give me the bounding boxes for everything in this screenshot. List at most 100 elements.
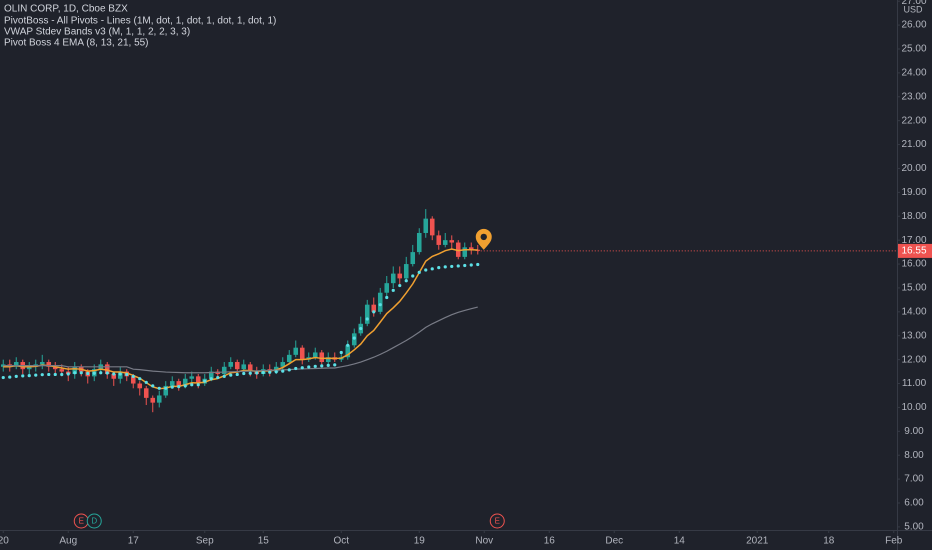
vwap-dot	[125, 372, 129, 377]
vwap-dot	[47, 372, 51, 377]
x-tick-label: Nov	[475, 536, 493, 547]
vwap-dot	[307, 365, 311, 369]
vwap-dot	[92, 371, 96, 375]
x-tick-label: 19	[414, 536, 426, 547]
candle-body	[325, 357, 331, 363]
vwap-dot	[53, 372, 57, 377]
candle-body	[312, 352, 318, 358]
candle-body	[429, 218, 435, 236]
vwap-dot	[34, 373, 38, 377]
ema-line	[3, 306, 478, 374]
y-tick-label: 24.00	[901, 68, 926, 79]
candle-body	[137, 383, 143, 389]
candle-body	[52, 366, 58, 370]
vwap-dot	[209, 377, 213, 381]
indicator-label: Pivot Boss 4 EMA (8, 13, 21, 55)	[4, 37, 149, 48]
event-label: E	[79, 517, 84, 526]
vwap-dot	[359, 326, 363, 331]
vwap-dot	[40, 373, 44, 377]
candle-body	[423, 218, 429, 233]
plot-area	[0, 209, 481, 413]
candle-body	[286, 354, 292, 363]
vwap-dot	[27, 374, 31, 378]
y-tick-label: 5.00	[904, 522, 924, 533]
candle-body	[208, 371, 214, 379]
vwap-dot	[430, 267, 434, 271]
vwap-dot	[476, 262, 480, 267]
candle-body	[156, 395, 162, 403]
y-tick-label: 17.00	[901, 235, 926, 246]
vwap-dot	[235, 372, 239, 377]
y-tick-label: 27.00	[901, 0, 926, 7]
event-label: D	[91, 517, 97, 526]
vwap-dot	[339, 350, 343, 355]
vwap-dot	[456, 264, 460, 268]
y-tick-label: 18.00	[901, 211, 926, 222]
vwap-dot	[378, 303, 382, 307]
vwap-dot	[391, 288, 395, 292]
candle-body	[104, 364, 110, 374]
candle-body	[150, 397, 156, 403]
vwap-dot	[300, 366, 304, 370]
y-tick-label: 20.00	[901, 163, 926, 174]
vwap-dot	[346, 343, 350, 347]
candle-body	[293, 347, 299, 355]
vwap-dot	[398, 283, 402, 288]
candle-body	[39, 362, 45, 365]
vwap-dot	[216, 375, 220, 380]
vwap-dot	[8, 375, 12, 379]
vwap-dot	[417, 270, 421, 275]
vwap-dot	[79, 371, 83, 375]
y-tick-label: 13.00	[901, 330, 926, 341]
x-tick-label: 14	[674, 536, 686, 547]
candle-body	[462, 247, 468, 257]
vwap-dot	[164, 386, 168, 390]
vwap-dot	[294, 366, 298, 371]
candle-body	[345, 345, 351, 358]
y-tick-label: 22.00	[901, 115, 926, 126]
pin-marker	[475, 228, 492, 250]
candle-body	[390, 273, 396, 284]
vwap-dot	[287, 368, 291, 372]
y-tick-label: 8.00	[904, 450, 924, 461]
candle-body	[319, 352, 325, 363]
candle-body	[26, 366, 32, 370]
candle-body	[234, 362, 240, 370]
vwap-dot	[248, 371, 252, 375]
vwap-dot	[313, 364, 317, 368]
vwap-dot	[229, 373, 233, 377]
candle-body	[195, 376, 201, 384]
indicator-label: VWAP Stdev Bands v3 (M, 1, 1, 2, 2, 3, 3…	[4, 26, 190, 37]
candle-body	[247, 364, 253, 372]
pin-hole	[480, 233, 487, 241]
vwap-dot	[86, 371, 90, 376]
candle-body	[299, 347, 305, 360]
indicator-label: PivotBoss - All Pivots - Lines (1M, dot,…	[4, 15, 276, 26]
y-tick-label: 11.00	[902, 378, 927, 389]
candle-body	[72, 366, 78, 374]
vwap-dot	[196, 383, 200, 387]
vwap-dot	[112, 372, 116, 376]
y-tick-label: 21.00	[901, 139, 926, 150]
y-tick-label: 25.00	[901, 44, 926, 55]
x-tick-label: 18	[823, 536, 835, 547]
candle-body	[163, 385, 169, 396]
vwap-dot	[183, 384, 187, 388]
candle-body	[182, 378, 188, 386]
currency-label: USD	[903, 4, 923, 14]
vwap-dot	[274, 370, 278, 374]
x-tick-label: Feb	[885, 536, 903, 547]
vwap-dot	[105, 371, 109, 375]
candle-body	[241, 364, 247, 370]
vwap-dot	[281, 369, 285, 373]
vwap-dot	[411, 274, 415, 278]
candle-body	[176, 381, 182, 386]
vwap-dot	[222, 374, 226, 378]
vwap-dot	[1, 375, 5, 380]
vwap-dot	[424, 268, 428, 272]
candle-body	[371, 304, 377, 312]
vwap-dot	[372, 310, 376, 314]
vwap-dot	[190, 383, 194, 387]
vwap-dot	[268, 370, 272, 374]
